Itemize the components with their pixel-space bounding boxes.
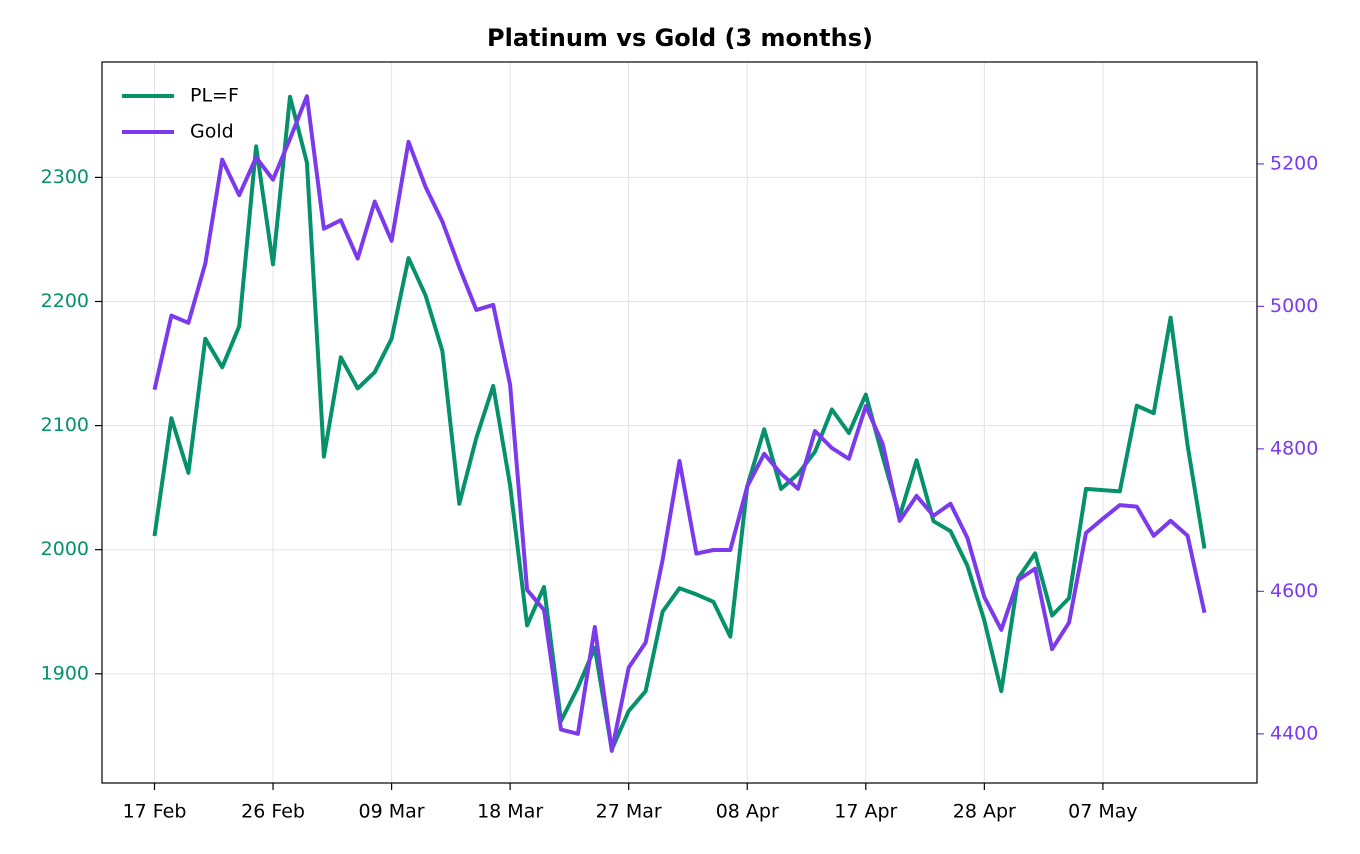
- x-tick-label: 28 Apr: [953, 801, 1016, 823]
- y2-tick-label: 5200: [1270, 152, 1318, 174]
- x-tick-label: 18 Mar: [477, 801, 543, 823]
- y-tick-label: 2100: [41, 414, 89, 436]
- x-tick-label: 07 May: [1068, 801, 1138, 823]
- x-tick-label: 08 Apr: [716, 801, 779, 823]
- series-line: [152, 94, 1207, 752]
- legend-label: PL=F: [190, 85, 239, 107]
- y-tick-label: 1900: [41, 662, 89, 684]
- y2-tick-label: 4800: [1270, 437, 1318, 459]
- series-line: [152, 94, 1207, 753]
- plot-frame: [101, 61, 1258, 784]
- chart-title: Platinum vs Gold (3 months): [487, 24, 873, 52]
- x-tick-label: 27 Mar: [596, 801, 662, 823]
- y2-tick-label: 4600: [1270, 580, 1318, 602]
- y-tick-label: 2300: [41, 166, 89, 188]
- y-tick-label: 2200: [41, 290, 89, 312]
- legend-label: Gold: [190, 121, 234, 143]
- x-tick-label: 17 Apr: [834, 801, 897, 823]
- x-tick-label: 17 Feb: [123, 801, 187, 823]
- y2-tick-label: 4400: [1270, 722, 1318, 744]
- x-tick-label: 26 Feb: [241, 801, 305, 823]
- y2-tick-label: 5000: [1270, 295, 1318, 317]
- x-tick-label: 09 Mar: [359, 801, 425, 823]
- y-tick-label: 2000: [41, 538, 89, 560]
